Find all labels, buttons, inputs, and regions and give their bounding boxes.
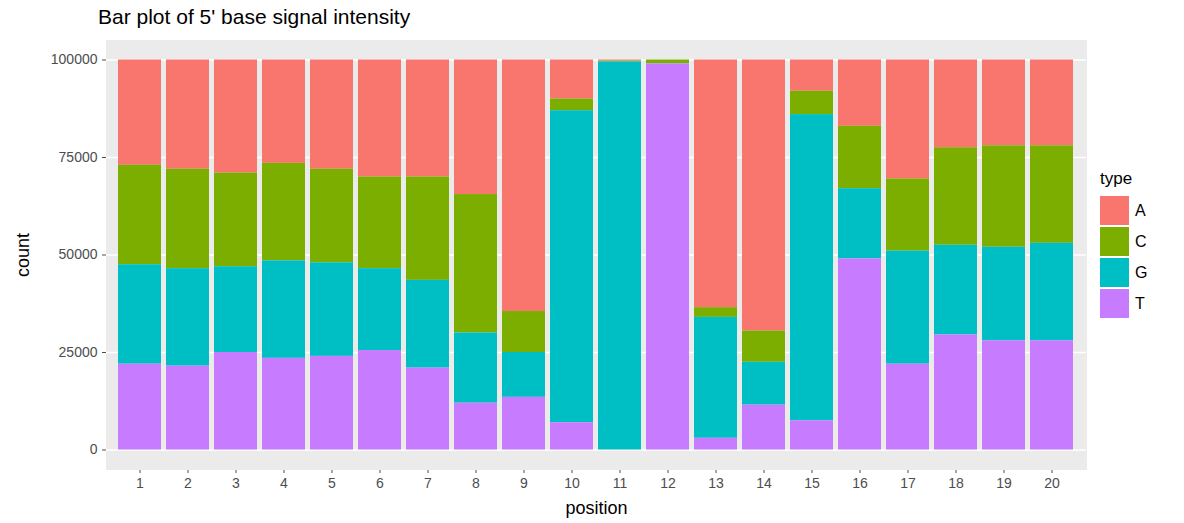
svg-text:10: 10 [564,475,580,491]
svg-text:4: 4 [280,475,288,491]
svg-text:15: 15 [804,475,820,491]
svg-text:50000: 50000 [59,246,98,262]
svg-text:75000: 75000 [59,149,98,165]
html-text:Bar plot of 5' base signal int: Bar plot of 5' base signal intensity [98,5,411,28]
html-text:A: A [1135,201,1146,219]
svg-text:18: 18 [948,475,964,491]
svg-text:count: count [13,233,33,277]
svg-text:1: 1 [136,475,144,491]
svg-text:7: 7 [424,475,432,491]
svg-text:2: 2 [184,475,192,491]
html-text:type: type [1100,169,1133,188]
svg-text:25000: 25000 [59,344,98,360]
svg-text:position: position [565,498,627,518]
svg-text:3: 3 [232,475,240,491]
svg-text:0: 0 [90,441,98,457]
svg-text:13: 13 [708,475,724,491]
svg-text:12: 12 [660,475,676,491]
svg-text:14: 14 [756,475,772,491]
html-text:C: C [1135,232,1147,250]
svg-text:19: 19 [996,475,1012,491]
html-text:T: T [1135,294,1145,312]
svg-text:5: 5 [328,475,336,491]
svg-text:9: 9 [520,475,528,491]
svg-text:100000: 100000 [51,51,98,67]
svg-text:17: 17 [900,475,916,491]
svg-text:20: 20 [1044,475,1060,491]
svg-text:16: 16 [852,475,868,491]
html-text:G: G [1135,263,1148,281]
svg-text:8: 8 [472,475,480,491]
svg-text:11: 11 [613,475,628,491]
svg-text:6: 6 [376,475,384,491]
